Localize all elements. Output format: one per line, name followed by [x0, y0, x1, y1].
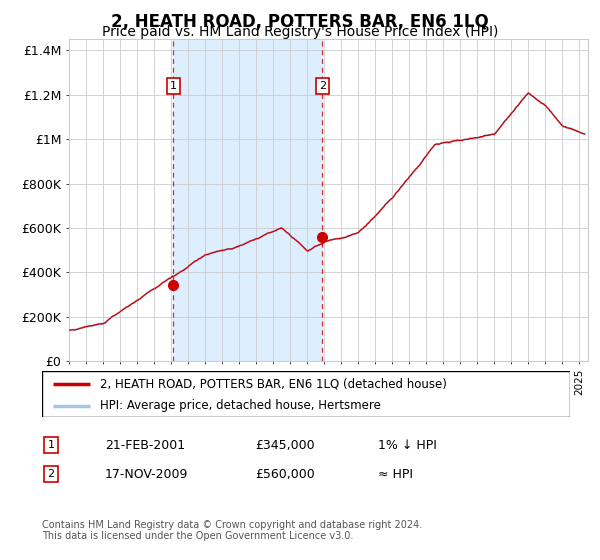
Text: £345,000: £345,000 [255, 438, 314, 452]
Text: 17-NOV-2009: 17-NOV-2009 [105, 468, 188, 481]
Text: Contains HM Land Registry data © Crown copyright and database right 2024.
This d: Contains HM Land Registry data © Crown c… [42, 520, 422, 542]
Text: 1: 1 [47, 440, 55, 450]
Text: £560,000: £560,000 [255, 468, 315, 481]
Text: 1% ↓ HPI: 1% ↓ HPI [378, 438, 437, 452]
Text: HPI: Average price, detached house, Hertsmere: HPI: Average price, detached house, Hert… [100, 399, 381, 412]
Text: 2, HEATH ROAD, POTTERS BAR, EN6 1LQ (detached house): 2, HEATH ROAD, POTTERS BAR, EN6 1LQ (det… [100, 377, 447, 390]
FancyBboxPatch shape [42, 371, 570, 417]
Text: 1: 1 [170, 81, 177, 91]
Text: Price paid vs. HM Land Registry's House Price Index (HPI): Price paid vs. HM Land Registry's House … [102, 25, 498, 39]
Text: 2: 2 [47, 469, 55, 479]
Text: 21-FEB-2001: 21-FEB-2001 [105, 438, 185, 452]
Text: ≈ HPI: ≈ HPI [378, 468, 413, 481]
Text: 2, HEATH ROAD, POTTERS BAR, EN6 1LQ: 2, HEATH ROAD, POTTERS BAR, EN6 1LQ [111, 13, 489, 31]
Bar [173, 39, 322, 361]
Text: 2: 2 [319, 81, 326, 91]
